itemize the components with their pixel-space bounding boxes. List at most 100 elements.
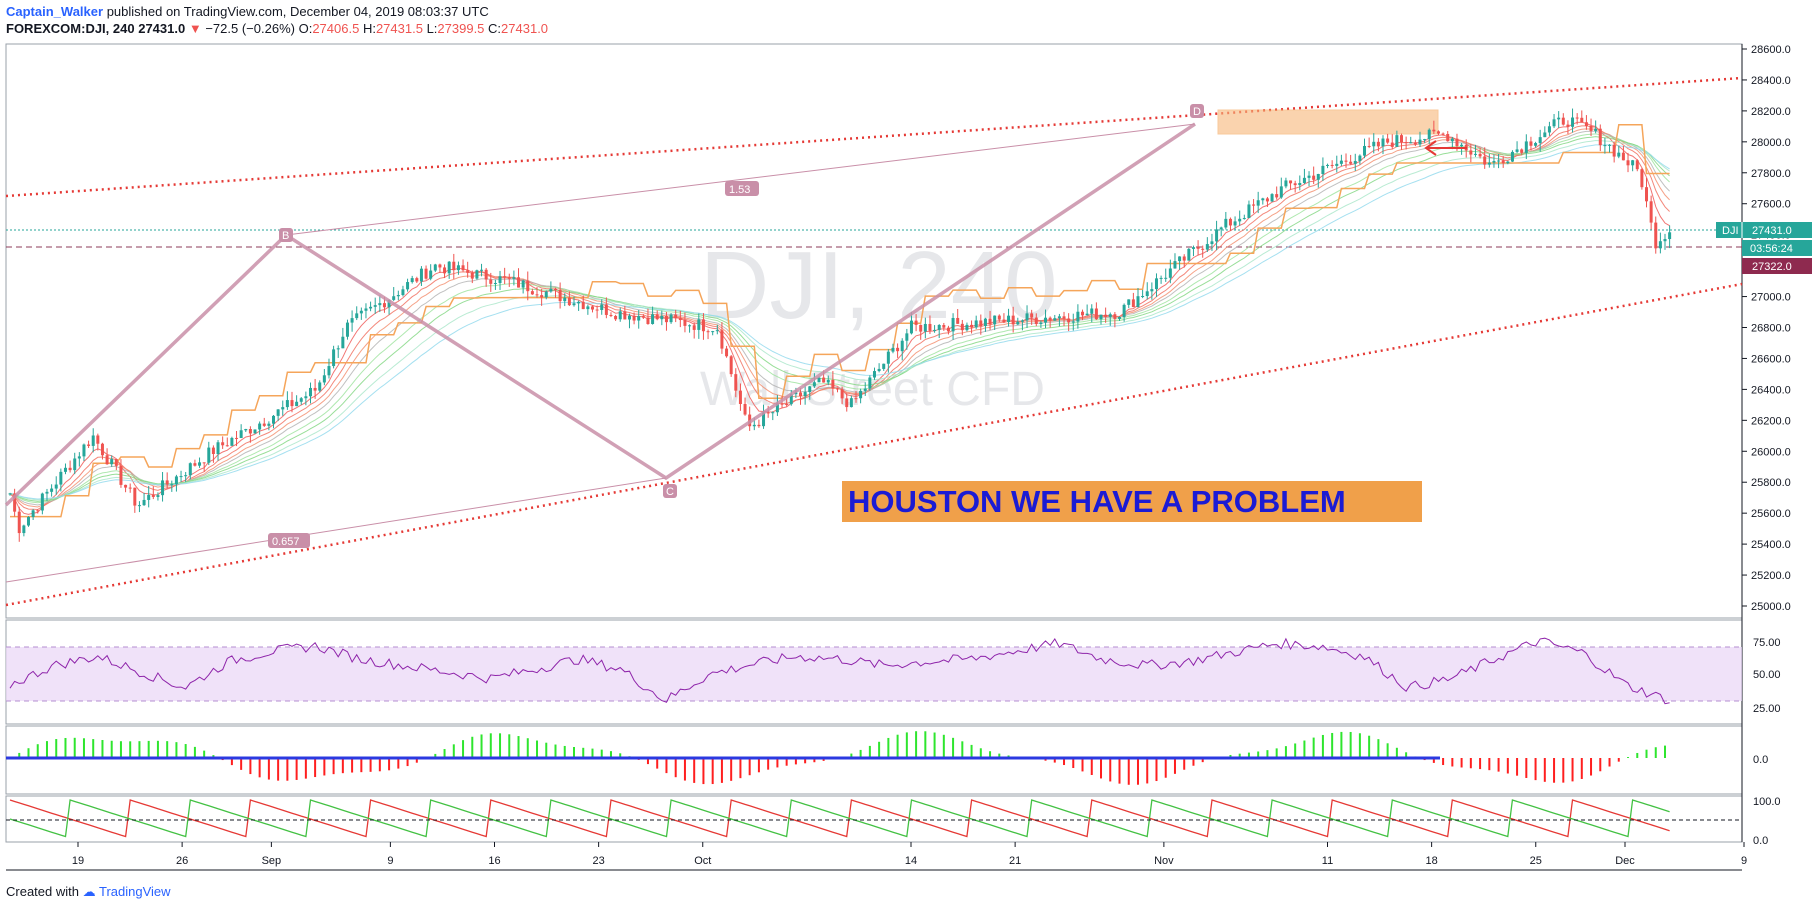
candle-body [632, 315, 636, 321]
candle-body [799, 392, 803, 397]
histogram-bar [693, 758, 696, 783]
candle-body [706, 331, 710, 333]
candle-body [646, 317, 650, 324]
candle-body [567, 297, 571, 306]
histogram-bar [711, 758, 714, 785]
candle-body [595, 309, 599, 311]
candle-body [1228, 218, 1232, 226]
candle-body [1261, 198, 1265, 201]
histogram-bar [1284, 746, 1287, 758]
histogram-bar [1386, 743, 1389, 758]
histogram-bar [609, 751, 612, 758]
candle-body [882, 363, 886, 369]
candle-body [743, 404, 747, 415]
time-tick-label: Nov [1154, 855, 1174, 867]
resistance-zone[interactable] [1217, 109, 1439, 135]
histogram-bar [767, 758, 770, 770]
candle-body [100, 443, 104, 456]
candle-body [956, 317, 960, 324]
time-tick-label: 18 [1426, 855, 1438, 867]
histogram-bar [813, 758, 816, 763]
histogram-bar [517, 736, 520, 758]
candle-body [572, 303, 576, 306]
candle-body [997, 315, 1001, 320]
candle-body [137, 505, 141, 507]
histogram-bar [64, 737, 67, 758]
candle-body [590, 306, 594, 310]
histogram-bar [258, 758, 261, 778]
pattern-legs [4, 122, 1196, 507]
candle-body [1335, 163, 1339, 166]
candle-body [1252, 204, 1256, 206]
histogram-bar [1247, 752, 1250, 758]
candle-body [725, 348, 729, 357]
time-axis[interactable]: 1926Sep91623Oct1421Nov111825Dec9162 [72, 842, 1812, 867]
candle-body [1386, 138, 1390, 143]
histogram-bar [471, 736, 474, 758]
footer: Created with ☁ TradingView [6, 884, 171, 900]
price-tick-label: 28400.0 [1751, 75, 1791, 87]
candle-body [410, 278, 414, 283]
candle-body [1603, 145, 1607, 147]
candle-body [1566, 124, 1570, 127]
price-tick-label: 25000.0 [1751, 601, 1791, 613]
harmonic-pattern[interactable] [4, 122, 1196, 583]
candle-body [771, 412, 775, 414]
rsi-tick-50: 50.00 [1753, 669, 1781, 681]
candle-body [738, 390, 742, 405]
histogram-bar [138, 741, 141, 758]
candle-body [965, 324, 969, 331]
candle-body [517, 277, 521, 288]
symbol-title[interactable]: FOREXCOM:DJI, 240 [6, 21, 135, 36]
histogram-bar [536, 740, 539, 758]
candle-body [845, 398, 849, 408]
candle-body [1399, 135, 1403, 143]
candle-body [558, 290, 562, 302]
price-axis[interactable]: 28600.0 28400.0 28200.0 28000.0 27800.0 27600… [1742, 44, 1791, 613]
candle-body [711, 331, 715, 333]
candle-body [678, 318, 682, 321]
candle-body [1067, 318, 1071, 323]
time-tick-label: 9 [387, 855, 393, 867]
candle-body [193, 463, 197, 466]
candle-body [466, 270, 470, 273]
histogram-bar [240, 758, 243, 770]
candle-body [836, 388, 840, 390]
candle-body [1108, 314, 1112, 317]
oscillator-pane[interactable] [5, 795, 1743, 843]
candle-body [1529, 141, 1533, 146]
time-tick-label: 9 [1741, 855, 1747, 867]
candle-body [387, 299, 391, 308]
annotation-box[interactable] [842, 481, 1422, 522]
candle-body [937, 325, 941, 330]
author-link[interactable]: Captain_Walker [6, 4, 104, 19]
publish-info: Captain_Walker published on TradingView.… [6, 4, 489, 19]
histogram-pane[interactable] [5, 725, 1743, 795]
ma-ribbon-line [9, 133, 1670, 504]
candle-body [872, 371, 876, 378]
candle-body [147, 494, 151, 500]
histogram-bar [776, 758, 779, 768]
histogram-bar [896, 734, 899, 758]
tradingview-link[interactable]: TradingView [99, 884, 171, 899]
histogram-bar [702, 758, 705, 785]
histogram-bar [1553, 758, 1556, 783]
momentum-histogram [18, 731, 1667, 785]
candle-body [59, 471, 63, 485]
candle-body [1635, 160, 1639, 170]
candle-body [480, 269, 484, 271]
candle-body [780, 403, 784, 405]
candle-body [1131, 299, 1135, 308]
time-tick-label: Sep [262, 855, 282, 867]
histogram-bar [970, 744, 973, 758]
candle-body [364, 308, 368, 311]
histogram-bar [1201, 758, 1204, 763]
candle-body [1256, 200, 1260, 206]
candle-body [503, 276, 507, 278]
candle-body [230, 437, 234, 446]
histogram-bar [351, 758, 354, 773]
histogram-bar [1432, 758, 1435, 763]
candle-body [1339, 160, 1343, 164]
candle-body [1085, 313, 1089, 316]
